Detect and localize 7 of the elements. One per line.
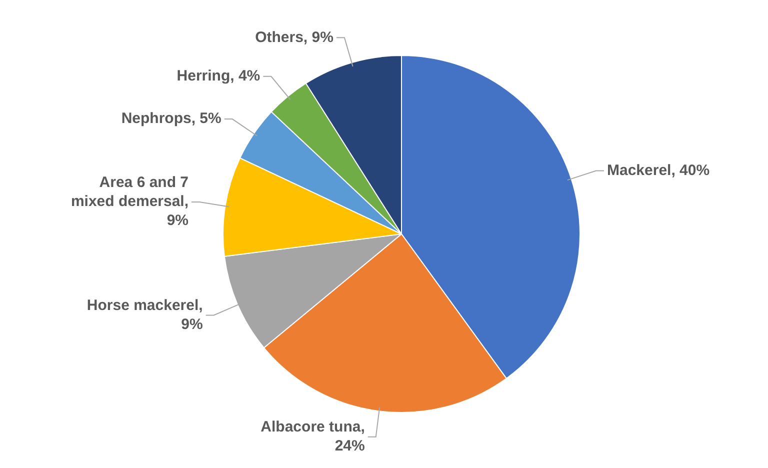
slice-label: Albacore tuna, 24% [260,418,365,455]
slice-label: Herring, 4% [176,68,260,85]
slice-label: Horse mackerel, 9% [86,296,203,333]
slice-label: Nephrops, 5% [121,110,222,128]
slice-label: Mackerel, 40% [606,162,710,179]
slice-label: Others, 9% [255,28,334,46]
slice-label: Area 6 and 7 mixed demersal, 9% [70,174,189,230]
